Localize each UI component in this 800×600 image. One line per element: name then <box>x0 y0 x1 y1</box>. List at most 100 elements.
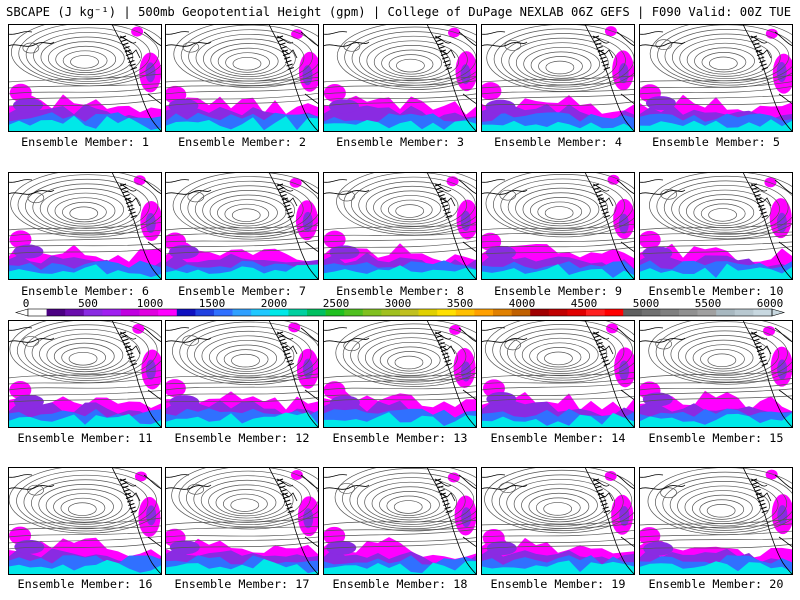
colorbar-cell <box>511 309 531 316</box>
height-contours <box>481 24 635 107</box>
cape-shading <box>639 325 793 428</box>
colorbar-tick-label: 0 <box>22 297 30 310</box>
colorbar-tick-label: 4500 <box>570 297 598 310</box>
colorbar-tick-label: 5000 <box>632 297 660 310</box>
colorbar-cell <box>697 309 717 316</box>
coastlines <box>639 24 793 132</box>
ensemble-member-label: Ensemble Member: 19 <box>490 577 626 591</box>
coastlines <box>639 320 793 428</box>
height-contours <box>165 24 319 107</box>
height-contours <box>639 172 793 255</box>
coastlines <box>639 172 793 280</box>
colorbar-tick-label: 4000 <box>508 297 536 310</box>
ensemble-panel <box>323 320 477 428</box>
ensemble-member-label: Ensemble Member: 7 <box>178 284 306 298</box>
ensemble-member-label: Ensemble Member: 1 <box>21 135 149 149</box>
colorbar-cell <box>102 309 122 316</box>
colorbar-cell <box>251 309 271 316</box>
ensemble-panel <box>323 172 477 280</box>
cape-colorbar <box>14 308 786 317</box>
colorbar-cell <box>381 309 401 316</box>
colorbar-cell <box>734 309 754 316</box>
coastlines <box>165 24 319 132</box>
colorbar-cell <box>679 309 698 316</box>
height-contours <box>323 320 477 403</box>
colorbar-cell <box>214 309 233 316</box>
ensemble-member-label: Ensemble Member: 11 <box>17 431 153 445</box>
coastlines <box>165 172 319 280</box>
coastlines <box>8 172 162 280</box>
colorbar-tick-label: 2000 <box>260 297 288 310</box>
ensemble-panel <box>323 467 477 575</box>
colorbar-cell <box>28 309 47 316</box>
ensemble-member-label: Ensemble Member: 17 <box>174 577 310 591</box>
colorbar-cell <box>288 309 308 316</box>
coastlines <box>8 24 162 132</box>
ensemble-panel <box>481 320 635 428</box>
cape-shading <box>481 26 635 132</box>
ensemble-panel <box>8 24 162 132</box>
coastlines <box>323 24 477 132</box>
colorbar-cell <box>269 309 289 316</box>
colorbar-extend-low <box>14 308 29 317</box>
height-contours <box>165 172 319 255</box>
ensemble-member-label: Ensemble Member: 10 <box>648 284 784 298</box>
colorbar-cell <box>753 309 773 316</box>
ensemble-member-label: Ensemble Member: 3 <box>336 135 464 149</box>
colorbar-cell <box>586 309 605 316</box>
colorbar-cell <box>400 309 419 316</box>
colorbar-tick-label: 3500 <box>446 297 474 310</box>
colorbar-cell <box>158 309 178 316</box>
ensemble-member-label: Ensemble Member: 4 <box>494 135 622 149</box>
ensemble-panel <box>165 24 319 132</box>
ensemble-member-label: Ensemble Member: 6 <box>21 284 149 298</box>
ensemble-member-label: Ensemble Member: 12 <box>174 431 310 445</box>
ensemble-panel <box>481 172 635 280</box>
height-contours <box>481 320 635 403</box>
colorbar-cell <box>604 309 624 316</box>
height-contours <box>165 320 319 403</box>
ensemble-member-label: Ensemble Member: 13 <box>332 431 468 445</box>
cape-shading <box>165 29 319 132</box>
ensemble-member-label: Ensemble Member: 14 <box>490 431 626 445</box>
colorbar-cell <box>660 309 680 316</box>
ensemble-member-label: Ensemble Member: 5 <box>652 135 780 149</box>
ensemble-member-label: Ensemble Member: 9 <box>494 284 622 298</box>
ensemble-panel <box>165 172 319 280</box>
height-contours <box>323 467 477 550</box>
cape-shading <box>481 323 635 428</box>
colorbar-cell <box>46 309 66 316</box>
colorbar-tick-label: 500 <box>78 297 98 310</box>
ensemble-panel <box>8 467 162 575</box>
cape-shading <box>323 472 477 575</box>
colorbar-cell <box>474 309 494 316</box>
ensemble-member-label: Ensemble Member: 8 <box>336 284 464 298</box>
ensemble-panel <box>165 467 319 575</box>
colorbar-cell <box>641 309 661 316</box>
height-contours <box>8 172 162 255</box>
cape-shading <box>8 323 162 428</box>
colorbar-tick-label: 3000 <box>384 297 412 310</box>
coastlines <box>481 24 635 132</box>
coastlines <box>481 172 635 280</box>
cape-shading <box>323 324 477 428</box>
colorbar-cell <box>344 309 364 316</box>
ensemble-panel <box>165 320 319 428</box>
colorbar-cell <box>455 309 475 316</box>
colorbar-cell <box>232 309 252 316</box>
coastlines <box>481 467 635 575</box>
cape-shading <box>165 322 319 428</box>
colorbar-cell <box>176 309 196 316</box>
ensemble-member-label: Ensemble Member: 20 <box>648 577 784 591</box>
ensemble-member-label: Ensemble Member: 16 <box>17 577 153 591</box>
coastlines <box>323 172 477 280</box>
coastlines <box>8 320 162 428</box>
ensemble-panel <box>323 24 477 132</box>
colorbar-cell <box>65 309 85 316</box>
height-contours <box>639 24 793 107</box>
map-title: SBCAPE (J kg⁻¹) | 500mb Geopotential Hei… <box>6 5 796 19</box>
ensemble-panel <box>8 320 162 428</box>
cape-shading <box>165 177 319 280</box>
colorbar-tick-label: 1500 <box>198 297 226 310</box>
height-contours <box>639 320 793 403</box>
